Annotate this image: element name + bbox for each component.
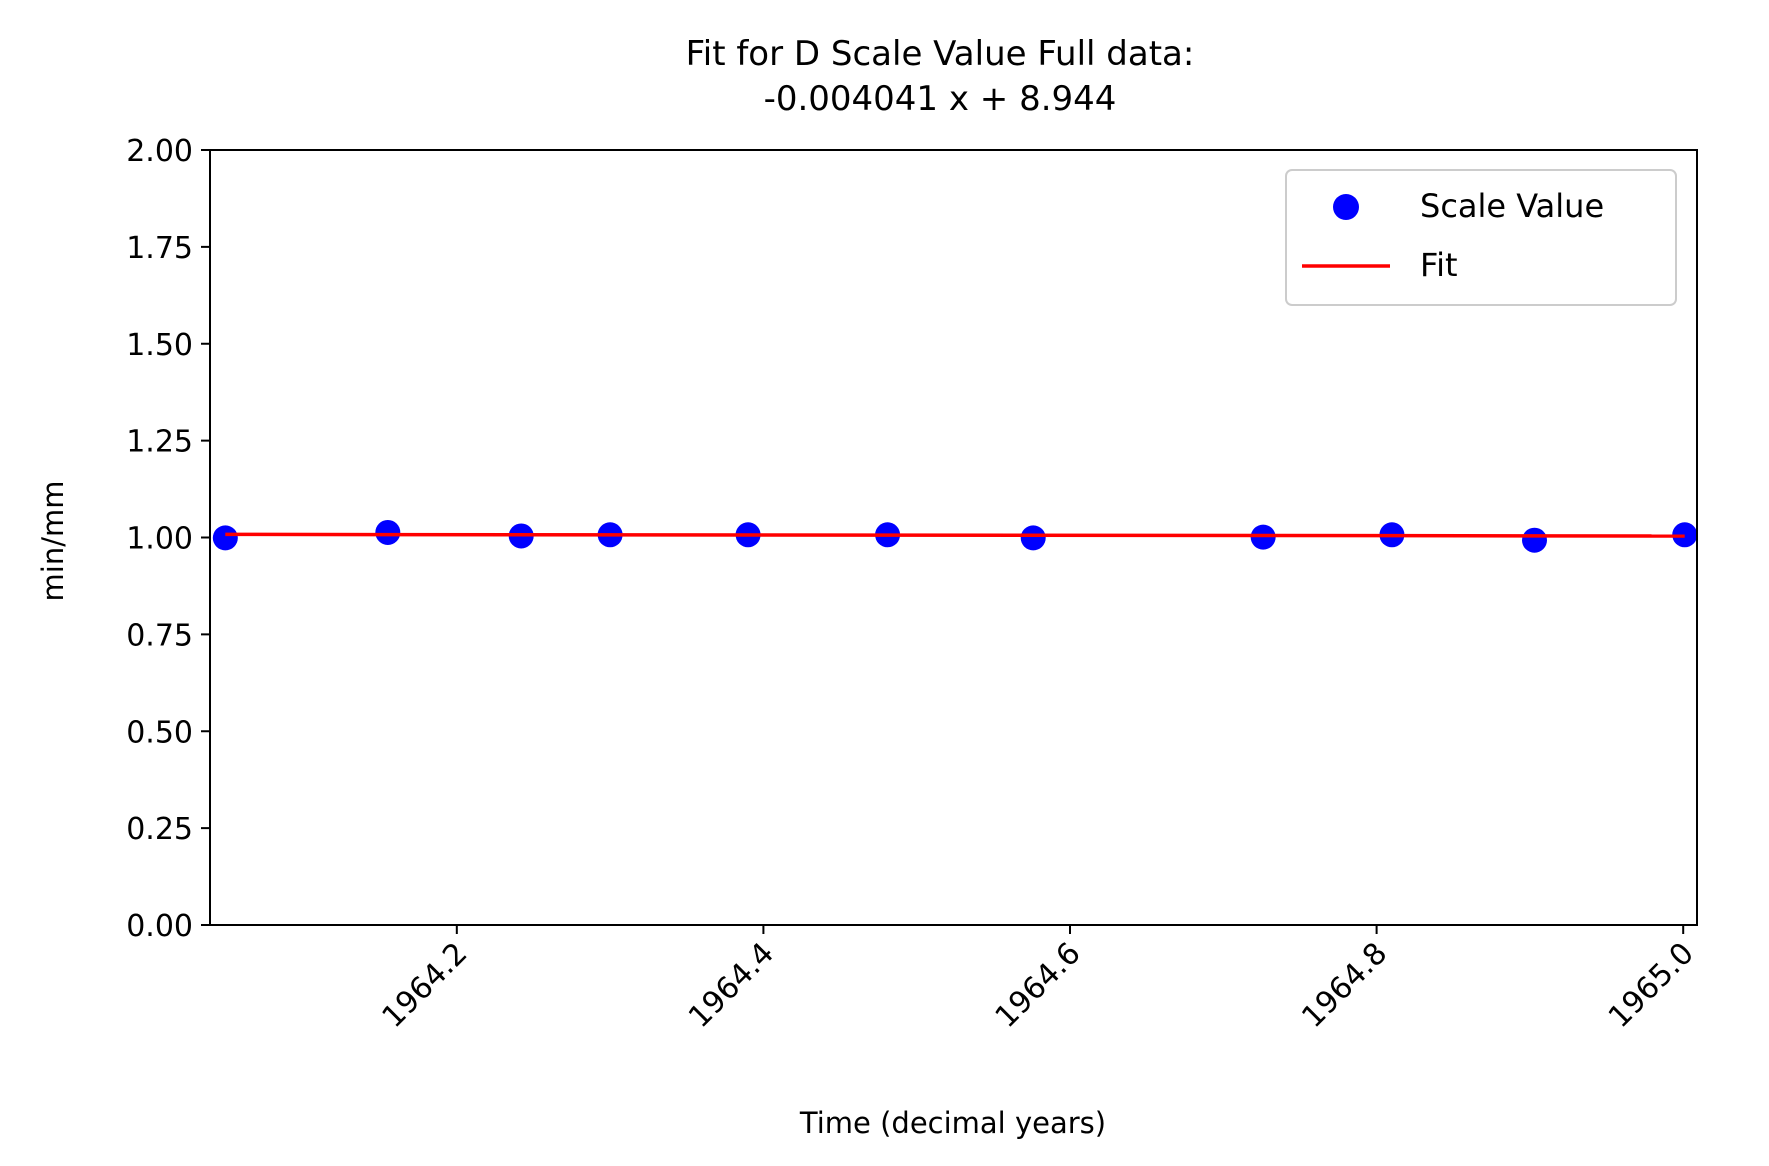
y-tick-label: 0.25 bbox=[126, 812, 193, 847]
fit-line bbox=[225, 532, 1685, 538]
plot-frame bbox=[209, 149, 1698, 926]
y-tick-label: 2.00 bbox=[126, 134, 193, 169]
legend-frame bbox=[1285, 169, 1677, 306]
y-tick-label: 0.50 bbox=[126, 715, 193, 750]
x-tick-label: 1964.8 bbox=[1295, 936, 1394, 1035]
y-tick-label: 1.75 bbox=[126, 231, 193, 266]
x-axis-ticks: 1964.2 1964.4 1964.6 1964.8 1965.0 bbox=[375, 925, 1701, 1035]
y-tick-label: 0.75 bbox=[126, 618, 193, 653]
y-axis-label: min/mm bbox=[36, 481, 70, 602]
y-tick-label: 0.00 bbox=[126, 909, 193, 944]
y-axis-ticks: 0.00 0.25 0.50 0.75 1.00 1.25 1.50 1.75 2.00 bbox=[126, 134, 210, 944]
scale-value-point bbox=[1522, 527, 1548, 553]
y-tick-label: 1.00 bbox=[126, 522, 193, 557]
scale-value-point bbox=[212, 525, 238, 551]
x-tick-label: 1964.2 bbox=[375, 936, 474, 1035]
y-tick-label: 1.25 bbox=[126, 425, 193, 460]
legend-label-fit: Fit bbox=[1420, 246, 1458, 284]
x-tick-label: 1965.0 bbox=[1602, 936, 1701, 1035]
plot-marks bbox=[212, 519, 1698, 553]
legend: Scale Value Fit bbox=[1285, 169, 1677, 306]
x-tick-label: 1964.4 bbox=[682, 936, 781, 1035]
scale-value-point bbox=[1672, 522, 1698, 548]
chart-title-line2: -0.004041 x + 8.944 bbox=[764, 79, 1117, 119]
x-tick-label: 1964.6 bbox=[989, 936, 1088, 1035]
y-tick-label: 1.50 bbox=[126, 328, 193, 363]
scale-value-point bbox=[1020, 525, 1046, 551]
x-axis-label: Time (decimal years) bbox=[799, 1106, 1106, 1140]
chart-title-line1: Fit for D Scale Value Full data: bbox=[686, 34, 1195, 74]
legend-label-scale-value: Scale Value bbox=[1420, 187, 1604, 225]
legend-marker-scale-value bbox=[1333, 194, 1359, 220]
scale-value-point bbox=[375, 519, 401, 545]
